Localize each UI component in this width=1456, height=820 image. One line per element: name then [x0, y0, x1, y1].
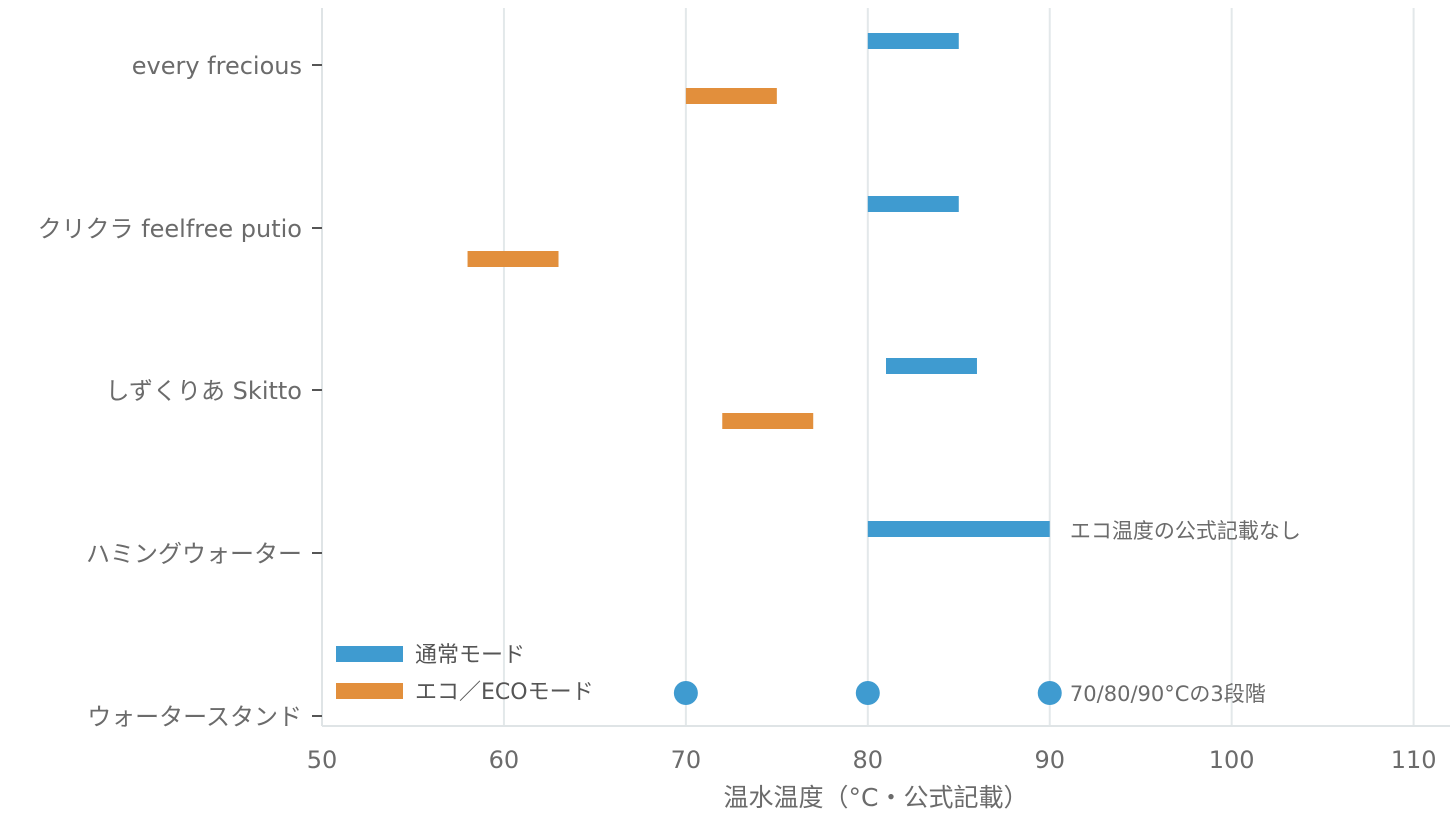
range-bar-normal — [886, 358, 977, 374]
x-tick-label: 50 — [307, 746, 338, 774]
temperature-point — [673, 681, 698, 705]
range-bar-eco — [467, 251, 559, 267]
legend-swatch-normal — [336, 646, 403, 662]
range-bar-eco — [685, 88, 777, 104]
temperature-points — [673, 681, 1062, 705]
axes — [312, 8, 1450, 727]
labels: 50 60 70 80 90 100 110 every frecious クリクラ feelf… — [38, 52, 1437, 774]
x-tick-label: 80 — [853, 746, 884, 774]
category-label: ウォータースタンド — [87, 703, 302, 731]
legend-label-eco: エコ／ECOモード — [415, 680, 594, 705]
temperature-point — [1037, 681, 1062, 705]
x-tick-label: 60 — [489, 746, 520, 774]
legend-label-normal: 通常モード — [415, 643, 525, 668]
x-tick-label: 110 — [1391, 746, 1437, 774]
annotation-text: 70/80/90°Cの3段階 — [1070, 682, 1266, 706]
range-bar-eco — [722, 413, 814, 429]
category-label: every frecious — [132, 52, 302, 80]
range-bar-normal — [867, 33, 959, 49]
range-bars — [467, 33, 1050, 537]
category-label: ハミングウォーター — [86, 540, 302, 568]
range-bar-normal — [867, 196, 959, 212]
category-label: クリクラ feelfree putio — [38, 215, 302, 243]
x-axis-title: 温水温度（°C・公式記載） — [724, 783, 1029, 812]
legend-swatch-eco — [336, 683, 403, 699]
category-label: しずくりあ Skitto — [106, 377, 302, 405]
x-tick-label: 90 — [1034, 746, 1065, 774]
annotation-text: エコ温度の公式記載なし — [1070, 519, 1301, 543]
range-bar-normal — [867, 521, 1050, 537]
temperature-point — [855, 681, 880, 705]
x-tick-label: 70 — [671, 746, 702, 774]
gridlines — [502, 8, 1415, 726]
x-tick-label: 100 — [1209, 746, 1255, 774]
